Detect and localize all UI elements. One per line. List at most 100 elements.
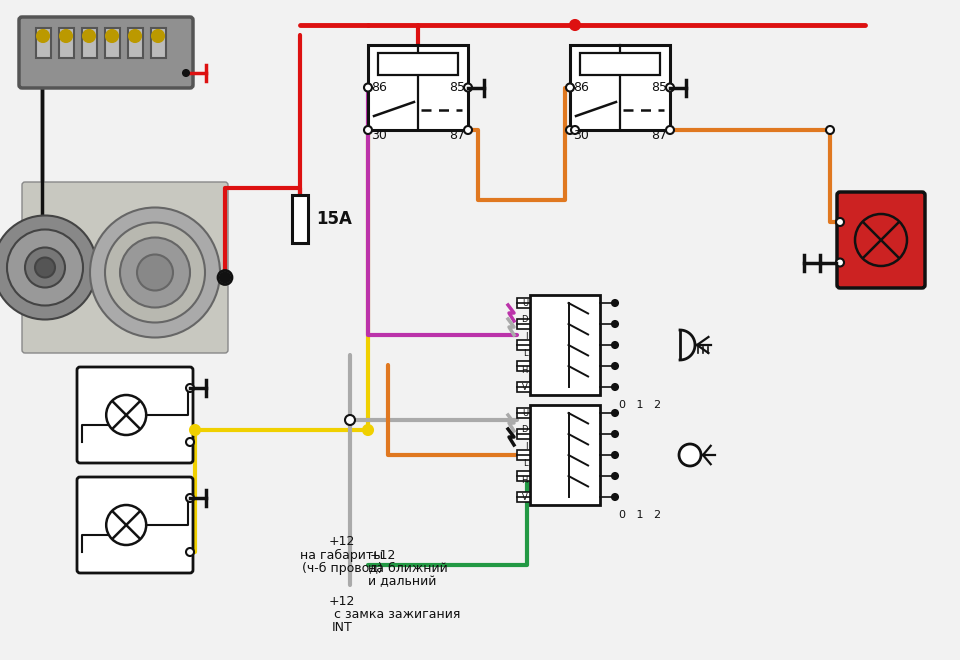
Bar (517, 340, 530, 350)
Circle shape (186, 384, 194, 392)
Circle shape (35, 257, 55, 277)
Text: 0   1   2: 0 1 2 (619, 400, 661, 410)
Bar (517, 298, 530, 308)
Circle shape (25, 248, 65, 288)
Text: (ч-б провод): (ч-б провод) (301, 562, 382, 575)
Text: V: V (522, 383, 528, 391)
Text: H: H (521, 366, 528, 375)
Text: 85: 85 (651, 81, 667, 94)
Text: 15А: 15А (316, 210, 352, 228)
Text: L: L (523, 349, 528, 358)
Bar (517, 382, 530, 392)
Circle shape (120, 238, 190, 308)
Text: D: D (521, 425, 528, 434)
Circle shape (612, 410, 618, 416)
Bar (580, 53, 660, 75)
FancyBboxPatch shape (19, 17, 193, 88)
Bar (368, 45, 468, 130)
Circle shape (612, 363, 618, 369)
Circle shape (612, 300, 618, 306)
Circle shape (183, 70, 189, 76)
Circle shape (106, 30, 118, 42)
Circle shape (220, 273, 230, 282)
Bar (517, 319, 530, 329)
Circle shape (464, 84, 472, 92)
Bar (530, 405, 600, 505)
Circle shape (364, 126, 372, 134)
Bar (517, 408, 530, 418)
Circle shape (612, 431, 618, 437)
Circle shape (107, 395, 146, 435)
Bar (517, 429, 530, 439)
Circle shape (83, 30, 95, 42)
Bar (517, 492, 530, 502)
Text: на ближний: на ближний (368, 562, 447, 575)
Circle shape (612, 321, 618, 327)
Circle shape (186, 438, 194, 446)
Text: I: I (525, 442, 528, 451)
Text: 85: 85 (449, 81, 465, 94)
Text: на габариты: на габариты (300, 549, 384, 562)
Circle shape (836, 259, 844, 267)
Text: I: I (525, 332, 528, 341)
Bar (570, 45, 670, 130)
Circle shape (566, 84, 574, 92)
Text: +12: +12 (329, 535, 355, 548)
Circle shape (612, 494, 618, 500)
Circle shape (612, 342, 618, 348)
Text: V: V (522, 492, 528, 502)
Circle shape (612, 452, 618, 458)
Circle shape (345, 415, 355, 425)
Circle shape (186, 548, 194, 556)
Bar (530, 295, 600, 395)
FancyBboxPatch shape (22, 182, 228, 353)
Circle shape (0, 216, 97, 319)
Text: 87: 87 (449, 129, 465, 142)
Circle shape (571, 126, 579, 134)
Circle shape (105, 222, 205, 323)
Circle shape (363, 425, 373, 435)
Bar (36, 28, 51, 58)
Circle shape (364, 84, 372, 92)
Text: INT: INT (331, 621, 352, 634)
Circle shape (855, 214, 907, 266)
Text: +12: +12 (329, 595, 355, 608)
Text: 0   1   2: 0 1 2 (619, 510, 661, 520)
Text: с замка зажигания: с замка зажигания (334, 608, 461, 621)
Text: и дальний: и дальний (368, 575, 437, 588)
Bar (59, 28, 74, 58)
FancyBboxPatch shape (77, 367, 193, 463)
Circle shape (152, 30, 164, 42)
Bar (517, 471, 530, 481)
Circle shape (60, 30, 72, 42)
Circle shape (566, 126, 574, 134)
FancyBboxPatch shape (837, 192, 925, 288)
Circle shape (186, 494, 194, 502)
Text: 86: 86 (573, 81, 588, 94)
Circle shape (37, 30, 49, 42)
Bar (82, 28, 97, 58)
Bar (517, 361, 530, 371)
Text: U: U (522, 409, 528, 418)
Circle shape (7, 230, 83, 306)
Circle shape (190, 425, 200, 435)
Circle shape (90, 207, 220, 337)
Text: 30: 30 (573, 129, 588, 142)
Circle shape (612, 384, 618, 390)
Text: 30: 30 (371, 129, 387, 142)
Circle shape (666, 84, 674, 92)
Circle shape (570, 20, 580, 30)
Circle shape (679, 444, 701, 466)
Text: 87: 87 (651, 129, 667, 142)
Circle shape (464, 126, 472, 134)
Bar (292, 195, 308, 243)
Text: U: U (522, 298, 528, 308)
Circle shape (137, 255, 173, 290)
Bar (378, 53, 458, 75)
Text: D: D (521, 315, 528, 324)
Bar (128, 28, 143, 58)
Circle shape (218, 271, 232, 284)
Text: +12: +12 (370, 549, 396, 562)
Circle shape (612, 473, 618, 479)
Text: H: H (521, 476, 528, 484)
